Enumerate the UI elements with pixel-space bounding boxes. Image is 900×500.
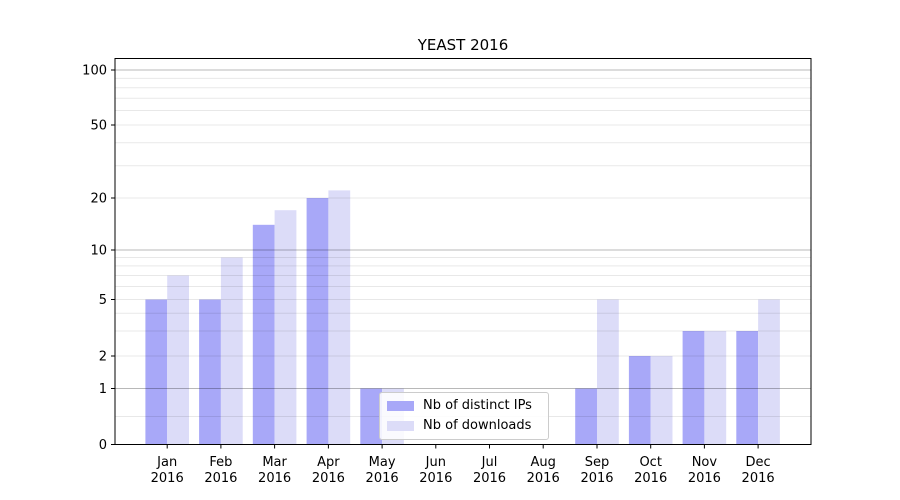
legend-row: Nb of downloads — [387, 418, 541, 433]
x-tick-label-month: May — [369, 455, 396, 470]
x-tick-label-year: 2016 — [580, 471, 613, 486]
x-tick-label-month: Jul — [481, 455, 498, 470]
bar-nb-of-distinct-ips-dec-2016 — [736, 331, 759, 445]
bar-nb-of-downloads-nov-2016 — [704, 331, 727, 445]
legend-label: Nb of distinct IPs — [423, 398, 532, 413]
chart-legend: Nb of distinct IPs Nb of downloads — [379, 392, 549, 440]
x-tick-label-month: Nov — [692, 455, 718, 470]
x-tick-label-year: 2016 — [688, 471, 721, 486]
x-tick-label-month: Jun — [425, 455, 446, 470]
bar-nb-of-downloads-oct-2016 — [650, 356, 673, 445]
x-tick-label-month: Sep — [585, 455, 610, 470]
bar-nb-of-downloads-apr-2016 — [328, 190, 351, 445]
legend-row: Nb of distinct IPs — [387, 398, 541, 413]
bar-nb-of-distinct-ips-may-2016 — [360, 388, 383, 445]
x-tick-label-year: 2016 — [527, 471, 560, 486]
chart-title: YEAST 2016 — [417, 36, 509, 54]
y-tick-label: 20 — [90, 192, 107, 207]
x-tick-label-year: 2016 — [312, 471, 345, 486]
bar-nb-of-downloads-feb-2016 — [220, 257, 243, 445]
bar-nb-of-distinct-ips-jan-2016 — [145, 299, 168, 445]
y-tick-label: 5 — [99, 293, 107, 308]
x-tick-label-month: Apr — [317, 455, 340, 470]
bar-nb-of-distinct-ips-apr-2016 — [306, 198, 329, 445]
y-tick-label: 100 — [82, 64, 107, 79]
x-tick-label-year: 2016 — [204, 471, 237, 486]
x-tick-label-year: 2016 — [634, 471, 667, 486]
bar-nb-of-distinct-ips-nov-2016 — [682, 331, 705, 445]
x-tick-label-year: 2016 — [258, 471, 291, 486]
y-tick-label: 0 — [99, 438, 107, 453]
x-tick-label-month: Dec — [746, 455, 771, 470]
bar-nb-of-downloads-mar-2016 — [274, 210, 297, 445]
x-tick-label-year: 2016 — [151, 471, 184, 486]
y-tick-label: 2 — [99, 350, 107, 365]
bar-nb-of-distinct-ips-mar-2016 — [252, 224, 275, 445]
x-tick-label-month: Feb — [209, 455, 232, 470]
bar-nb-of-distinct-ips-sep-2016 — [575, 388, 597, 445]
x-tick-label-month: Oct — [639, 455, 661, 470]
bar-nb-of-downloads-dec-2016 — [758, 299, 780, 445]
legend-label: Nb of downloads — [423, 418, 532, 433]
bar-nb-of-downloads-jan-2016 — [167, 275, 189, 445]
bar-nb-of-downloads-sep-2016 — [597, 299, 619, 445]
x-tick-label-year: 2016 — [742, 471, 775, 486]
x-tick-label-year: 2016 — [419, 471, 452, 486]
bar-nb-of-distinct-ips-oct-2016 — [628, 356, 651, 445]
plot-frame — [114, 58, 812, 445]
y-tick-label: 50 — [90, 119, 107, 134]
x-tick-label-year: 2016 — [366, 471, 399, 486]
legend-swatch-nb-of-downloads — [387, 420, 414, 431]
bar-nb-of-distinct-ips-feb-2016 — [199, 299, 221, 445]
x-tick-label-month: Aug — [531, 455, 556, 470]
x-tick-label-year: 2016 — [473, 471, 506, 486]
y-tick-label: 10 — [90, 244, 107, 259]
x-tick-label-month: Jan — [156, 455, 177, 470]
y-tick-label: 1 — [99, 382, 107, 397]
legend-swatch-nb-of-distinct-ips — [387, 400, 414, 411]
x-tick-label-month: Mar — [262, 455, 287, 470]
